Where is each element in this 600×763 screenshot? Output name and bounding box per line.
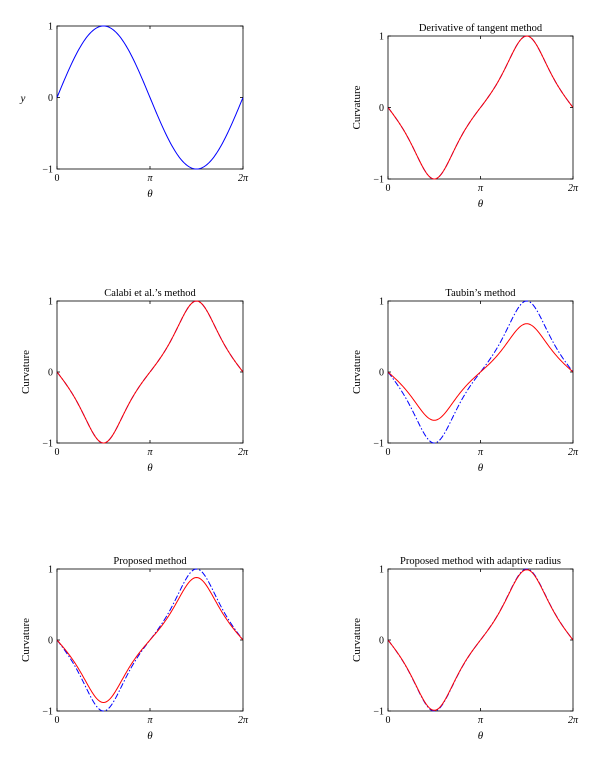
- x-axis-label: θ: [478, 462, 484, 474]
- y-tick-label: −1: [373, 439, 384, 450]
- x-axis-label: θ: [147, 188, 153, 200]
- y-axis-label: Curvature: [351, 85, 363, 129]
- x-axis-label: θ: [147, 730, 153, 742]
- y-tick-label: −1: [373, 175, 384, 186]
- y-tick-label: 0: [48, 93, 53, 104]
- y-axis-label: Curvature: [20, 618, 32, 662]
- x-tick-label: 0: [55, 173, 60, 184]
- x-axis-label: θ: [478, 730, 484, 742]
- x-tick-label: π: [147, 447, 153, 458]
- y-tick-label: 1: [48, 297, 53, 308]
- y-tick-label: 0: [379, 103, 384, 114]
- y-tick-label: −1: [42, 165, 53, 176]
- x-tick-label: 2π: [238, 447, 249, 458]
- x-tick-label: 0: [386, 447, 391, 458]
- series-line-2: [56, 300, 244, 444]
- x-axis-label: θ: [478, 198, 484, 210]
- x-tick-label: 0: [386, 183, 391, 194]
- y-axis-label: Curvature: [351, 350, 363, 394]
- x-axis-label: θ: [147, 462, 153, 474]
- y-axis-label: Curvature: [20, 350, 32, 394]
- y-tick-label: 1: [48, 22, 53, 33]
- x-tick-label: 2π: [238, 173, 249, 184]
- y-tick-label: 0: [48, 636, 53, 647]
- y-axis-label: y: [20, 93, 26, 105]
- x-tick-label: 2π: [238, 715, 249, 726]
- x-tick-label: 0: [55, 715, 60, 726]
- series-line-2: [387, 323, 574, 421]
- y-tick-label: 1: [379, 32, 384, 43]
- chart-title: Proposed method: [113, 556, 187, 567]
- series-line-2: [387, 569, 574, 711]
- x-tick-label: π: [147, 173, 153, 184]
- chart-title: Derivative of tangent method: [419, 23, 543, 34]
- series-line-1: [56, 25, 244, 170]
- y-tick-label: 0: [48, 368, 53, 379]
- x-tick-label: π: [478, 715, 484, 726]
- x-tick-label: 0: [55, 447, 60, 458]
- y-tick-label: −1: [373, 707, 384, 718]
- y-axis-label: Curvature: [351, 618, 363, 662]
- y-tick-label: 0: [379, 636, 384, 647]
- y-tick-label: 0: [379, 368, 384, 379]
- y-tick-label: 1: [379, 565, 384, 576]
- series-line-1: [56, 568, 244, 712]
- y-tick-label: −1: [42, 439, 53, 450]
- x-tick-label: π: [478, 447, 484, 458]
- chart-title: Calabi et al.’s method: [104, 288, 196, 299]
- y-tick-label: 1: [48, 565, 53, 576]
- x-tick-label: 2π: [568, 447, 579, 458]
- y-tick-label: −1: [42, 707, 53, 718]
- x-tick-label: π: [478, 183, 484, 194]
- x-tick-label: 0: [386, 715, 391, 726]
- series-line-2: [387, 35, 574, 180]
- x-tick-label: π: [147, 715, 153, 726]
- x-tick-label: 2π: [568, 183, 579, 194]
- chart-title: Proposed method with adaptive radius: [400, 556, 561, 567]
- chart-title: Taubin’s method: [445, 288, 516, 299]
- y-tick-label: 1: [379, 297, 384, 308]
- series-line-2: [56, 577, 244, 703]
- x-tick-label: 2π: [568, 715, 579, 726]
- series-line-1: [387, 300, 574, 444]
